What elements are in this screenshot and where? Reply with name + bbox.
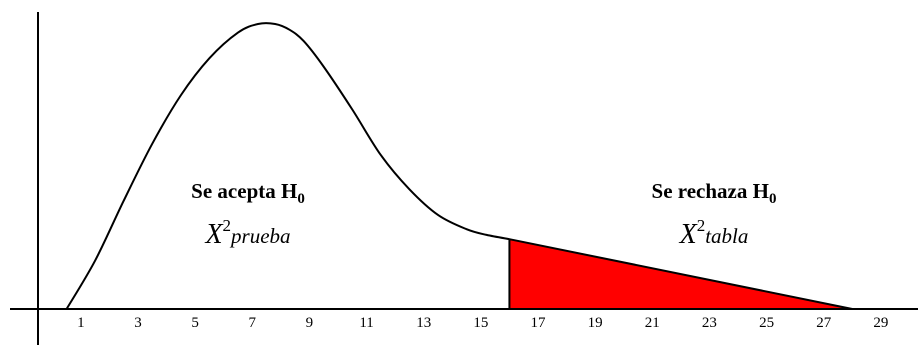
- x-tick-label: 23: [702, 315, 717, 331]
- x-tick-label: 15: [473, 315, 488, 331]
- accept-region-title: Se acepta H0: [191, 179, 305, 207]
- x-tick-labels: 1 3 5 7 9 11 13 15 17 19 21 23 25 27 29: [77, 315, 888, 331]
- distribution-curve: [65, 22, 510, 310]
- reject-region-statistic: X2tabla: [679, 216, 749, 250]
- x-tick-label: 5: [191, 315, 199, 331]
- x-tick-label: 1: [77, 315, 85, 331]
- x-tick-label: 29: [873, 315, 888, 331]
- accept-region-statistic: X2prueba: [204, 216, 290, 250]
- reject-region-title: Se rechaza H0: [652, 179, 777, 207]
- x-tick-label: 9: [306, 315, 314, 331]
- plot-layer: [65, 22, 853, 310]
- x-tick-label: 17: [531, 315, 547, 331]
- x-tick-label: 11: [359, 315, 373, 331]
- x-tick-label: 21: [645, 315, 660, 331]
- x-tick-label: 13: [416, 315, 431, 331]
- tail-line: [509, 238, 853, 310]
- x-tick-label: 27: [816, 315, 832, 331]
- x-tick-label: 3: [134, 315, 142, 331]
- x-tick-label: 25: [759, 315, 774, 331]
- x-tick-label: 7: [249, 315, 257, 331]
- x-tick-label: 19: [588, 315, 603, 331]
